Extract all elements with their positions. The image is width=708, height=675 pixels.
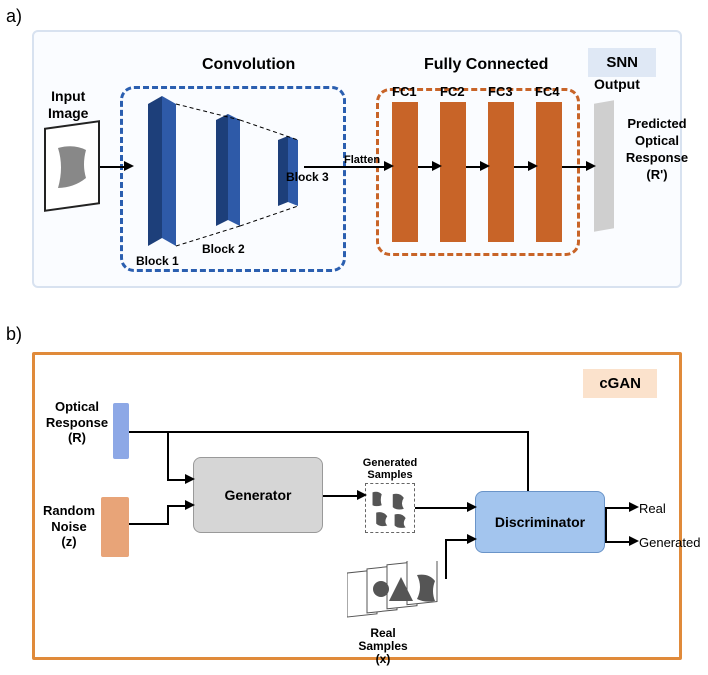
real-samples-label: Real Samples (x) [343,627,423,667]
output-bar-icon [594,100,614,232]
discriminator-box: Discriminator [475,491,605,553]
fc2-label: FC2 [440,84,465,99]
arrow-input-to-conv [100,166,126,168]
block1-label: Block 1 [136,254,179,268]
arrow-head-icon [124,161,134,171]
input-image-label: Input Image [48,88,88,122]
panel-b-label: b) [6,324,22,345]
panel-a-label: a) [6,6,22,27]
fc2-bar [440,102,466,242]
fc3-label: FC3 [488,84,513,99]
fc4-bar [536,102,562,242]
arrow-head-icon [467,534,477,544]
convolution-header: Convolution [202,56,295,74]
arrow-head-icon [384,161,394,171]
block2-label: Block 2 [202,242,245,256]
block3-label: Block 3 [286,170,329,184]
input-image-icon [44,120,100,212]
generated-samples-icon [365,483,415,533]
arrow-conv-to-fc [304,166,388,168]
predicted-response-label: Predicted Optical Response (R') [620,116,694,184]
arrow-head-icon [629,536,639,546]
optical-response-label: Optical Response (R) [43,399,111,446]
fully-connected-header: Fully Connected [424,56,548,74]
random-noise-bar-icon [101,497,129,557]
arrow-head-icon [480,161,490,171]
fc1-bar [392,102,418,242]
arrow-head-icon [467,502,477,512]
snn-panel: SNN Convolution Fully Connected Input Im… [32,30,682,288]
connector-line [445,539,447,579]
arrow-head-icon [528,161,538,171]
random-noise-label: Random Noise (z) [37,503,101,550]
arrow-head-icon [586,161,596,171]
generated-samples-label: Generated Samples [355,457,425,481]
connector-line [129,523,169,525]
output-real-label: Real [639,501,666,516]
connector-line [527,431,529,491]
connector-line [605,507,607,543]
fc1-label: FC1 [392,84,417,99]
cgan-panel: cGAN Optical Response (R) Random Noise (… [32,352,682,660]
output-generated-label: Generated [639,535,700,550]
arrow-head-icon [629,502,639,512]
connector-line [167,431,169,481]
arrow-head-icon [357,490,367,500]
connector-line [415,507,473,509]
arrow-head-icon [185,500,195,510]
flatten-label: Flatten [344,154,380,166]
fc4-label: FC4 [535,84,560,99]
output-header: Output [594,76,640,92]
optical-response-bar-icon [113,403,129,459]
connector-line [167,505,169,525]
arrow-head-icon [432,161,442,171]
snn-tag: SNN [588,48,656,77]
fc3-bar [488,102,514,242]
generator-box: Generator [193,457,323,533]
cgan-tag: cGAN [583,369,657,398]
connector-line [129,431,529,433]
real-samples-icon [347,561,447,625]
arrow-head-icon [185,474,195,484]
